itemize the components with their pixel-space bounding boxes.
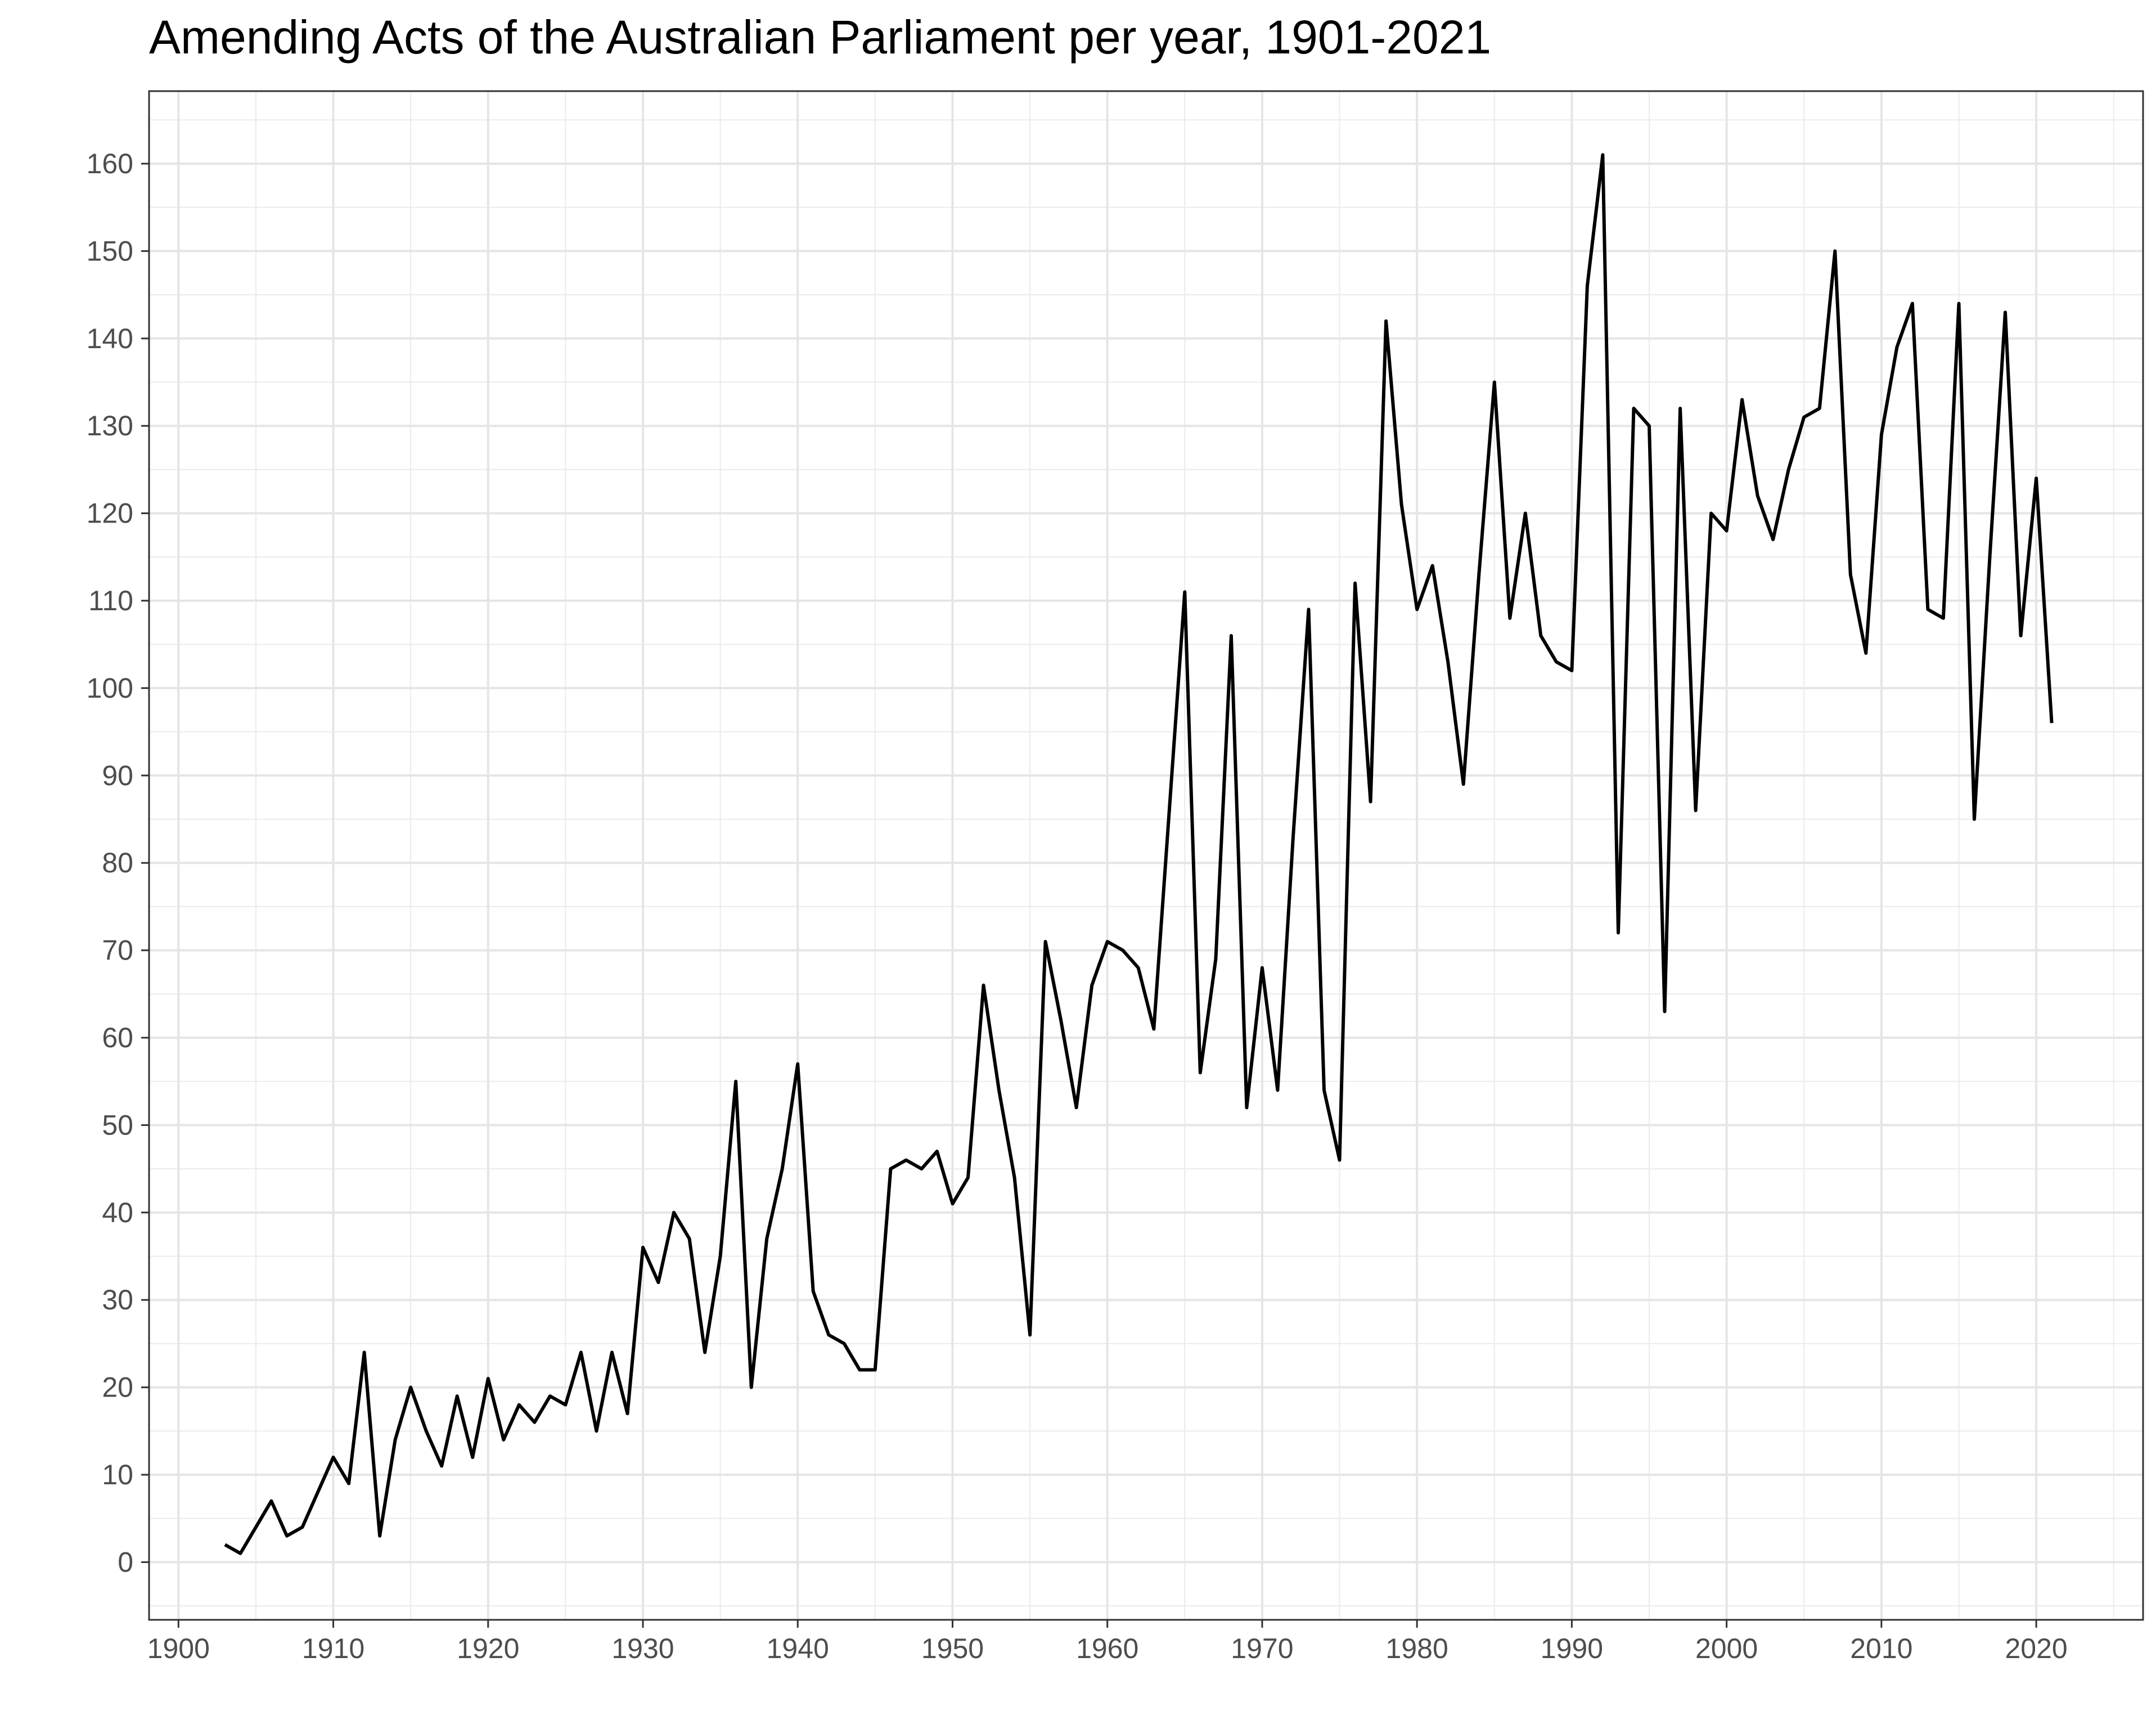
y-tick-label: 120 bbox=[87, 498, 133, 529]
series-line bbox=[224, 153, 2054, 1555]
x-tick-label: 1950 bbox=[921, 1633, 984, 1664]
x-tick-label: 1960 bbox=[1076, 1633, 1138, 1664]
x-tick-label: 2000 bbox=[1695, 1633, 1758, 1664]
x-tick-label: 1920 bbox=[457, 1633, 519, 1664]
y-tick-label: 20 bbox=[102, 1372, 133, 1403]
x-tick-label: 1970 bbox=[1231, 1633, 1293, 1664]
x-tick-label: 2010 bbox=[1850, 1633, 1912, 1664]
major-gridlines bbox=[149, 91, 2143, 1620]
x-tick-label: 1930 bbox=[611, 1633, 674, 1664]
y-tick-label: 150 bbox=[87, 235, 133, 267]
y-tick-label: 30 bbox=[102, 1284, 133, 1316]
y-tick-label: 40 bbox=[102, 1197, 133, 1228]
y-tick-label: 60 bbox=[102, 1022, 133, 1053]
panel-border bbox=[148, 90, 2144, 1621]
y-tick-label: 140 bbox=[87, 323, 133, 354]
y-tick-label: 130 bbox=[87, 410, 133, 442]
y-tick-label: 80 bbox=[102, 847, 133, 879]
y-tick-label: 110 bbox=[88, 585, 133, 616]
x-tick-label: 1900 bbox=[147, 1633, 210, 1664]
x-axis: 1900 1910 1920 1930 1940 1950 1960 1970 1980 1990… bbox=[147, 1620, 2068, 1664]
y-tick-label: 160 bbox=[87, 148, 133, 179]
x-tick-label: 1980 bbox=[1386, 1633, 1448, 1664]
y-axis: 0 10 20 30 40 50 60 70 80 90 100 110 120 130 140 150 160 bbox=[87, 148, 149, 1578]
series-layer bbox=[224, 153, 2054, 1555]
y-tick-label: 50 bbox=[102, 1109, 133, 1141]
y-tick-label: 70 bbox=[102, 935, 133, 966]
y-tick-label: 100 bbox=[87, 672, 133, 704]
y-tick-label: 10 bbox=[102, 1459, 133, 1490]
panel-background bbox=[149, 91, 2143, 1620]
y-tick-label: 90 bbox=[102, 760, 133, 791]
y-tick-label: 0 bbox=[118, 1546, 133, 1578]
chart-title: Amending Acts of the Australian Parliame… bbox=[149, 11, 1492, 64]
x-tick-label: 1990 bbox=[1541, 1633, 1603, 1664]
minor-gridlines bbox=[149, 91, 2143, 1620]
x-tick-label: 1940 bbox=[767, 1633, 829, 1664]
x-tick-label: 1910 bbox=[302, 1633, 364, 1664]
x-tick-label: 2020 bbox=[2005, 1633, 2067, 1664]
